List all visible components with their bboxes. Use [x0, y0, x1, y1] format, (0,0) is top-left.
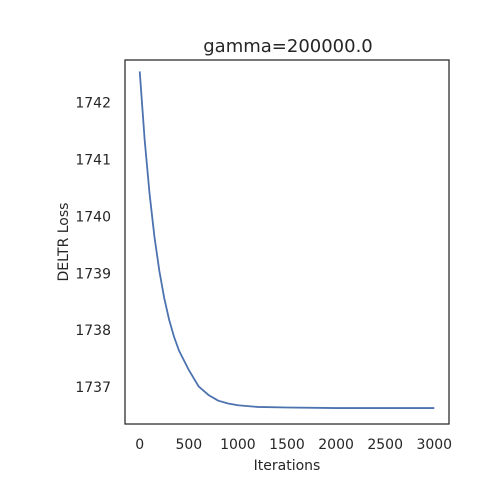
x-tick-label: 2000: [318, 437, 354, 453]
y-tick-label: 1738: [75, 323, 111, 339]
y-tick-label: 1740: [75, 209, 111, 225]
x-axis-label: Iterations: [254, 458, 321, 474]
x-tick-label: 500: [175, 437, 202, 453]
chart-title: gamma=200000.0: [203, 36, 373, 57]
x-tick-label: 1500: [269, 437, 305, 453]
y-tick-label: 1739: [75, 266, 111, 282]
y-tick-label: 1737: [75, 380, 111, 396]
plot-area: [124, 59, 450, 425]
x-tick-label: 1000: [220, 437, 256, 453]
x-tick-label: 3000: [416, 437, 452, 453]
plot-frame: [124, 59, 450, 425]
y-axis-label: DELTR Loss: [56, 203, 72, 282]
y-tick-label: 1741: [75, 153, 111, 169]
series-line: [138, 71, 435, 409]
x-axis-ticks: 0 500 1000 1500 2000 2500 3000: [135, 437, 452, 453]
y-tick-label: 1742: [75, 96, 111, 112]
x-tick-label: 2500: [367, 437, 403, 453]
y-axis-ticks: 1737 1738 1739 1740 1741 1742: [75, 96, 111, 396]
x-tick-label: 0: [135, 437, 144, 453]
